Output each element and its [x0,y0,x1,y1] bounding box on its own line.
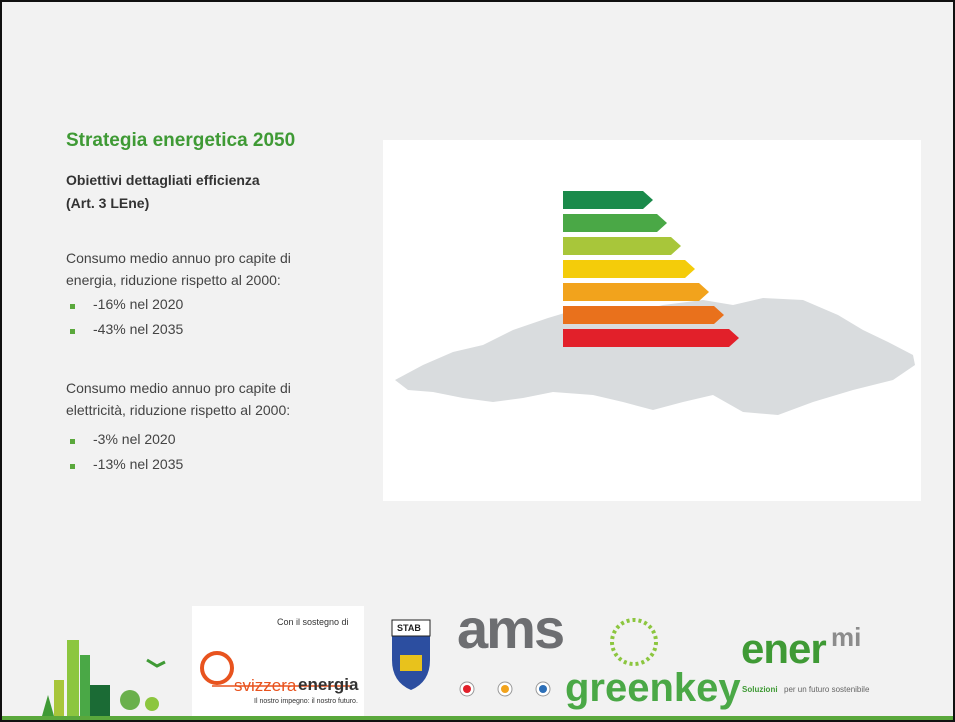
paragraph: elettricità, riduzione rispetto al 2000: [66,402,291,418]
sponsor-caption: Con il sostegno di [277,617,349,627]
bullet-marker [70,329,75,334]
svizzera-mark [200,651,234,685]
stab-label: STAB [397,623,421,633]
bullet: -3% nel 2020 [93,431,176,447]
greenkey-mark [610,618,658,666]
svizzera-tagline: Il nostro impegno: il nostro futuro. [254,698,358,705]
footer-bar [2,716,953,720]
svizzera-box [192,606,364,716]
stab-crest [391,619,431,690]
energy-label-image [395,191,915,415]
paragraph: Consumo medio annuo pro capite di [66,380,291,396]
bullet: -16% nel 2020 [93,296,184,312]
footer: Con il sostegno di svizzera energia Il n… [2,597,953,720]
ams-dots [459,681,551,697]
paragraph: Consumo medio annuo pro capite di [66,250,291,266]
bullet-marker [70,439,75,444]
bullet-marker [70,464,75,469]
svizzera-bold: energia [298,675,359,694]
bullet: -43% nel 2035 [93,321,184,337]
paragraph: energia, riduzione rispetto al 2000: [66,272,281,288]
map-silhouette [395,298,915,415]
ams-logo: ams [457,597,565,660]
bullet-marker [70,304,75,309]
enermi-tag: per un futuro sostenibile [784,685,870,694]
enermi-main: ener [741,625,827,672]
svizzera-light: svizzera [234,676,297,695]
image-panel [383,140,921,501]
city-illustration [42,640,166,716]
enermi-tag-bold: Soluzioni [742,685,778,694]
footer-logos [42,606,658,716]
bullet: -13% nel 2035 [93,456,184,472]
enermi-sup: mi [831,622,862,652]
subtitle: (Art. 3 LEne) [66,195,150,211]
title: Strategia energetica 2050 [66,130,296,151]
efficiency-arrows [563,191,739,347]
subtitle: Obiettivi dettagliati efficienza [66,172,260,188]
greenkey-logo: greenkey [565,666,741,710]
